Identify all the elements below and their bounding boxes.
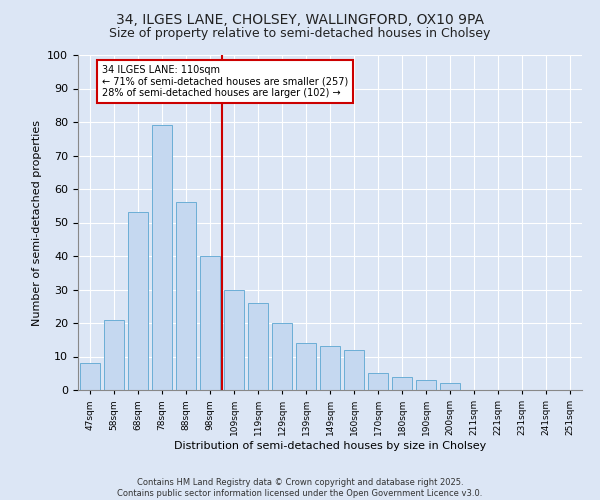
Bar bbox=[224, 290, 244, 390]
Bar bbox=[368, 373, 388, 390]
Text: Size of property relative to semi-detached houses in Cholsey: Size of property relative to semi-detach… bbox=[109, 28, 491, 40]
Bar bbox=[248, 303, 268, 390]
Y-axis label: Number of semi-detached properties: Number of semi-detached properties bbox=[32, 120, 42, 326]
Bar bbox=[200, 256, 220, 390]
Bar bbox=[392, 376, 412, 390]
Bar bbox=[320, 346, 340, 390]
Bar bbox=[176, 202, 196, 390]
Bar bbox=[416, 380, 436, 390]
Bar bbox=[344, 350, 364, 390]
Bar bbox=[104, 320, 124, 390]
Bar bbox=[272, 323, 292, 390]
Text: 34, ILGES LANE, CHOLSEY, WALLINGFORD, OX10 9PA: 34, ILGES LANE, CHOLSEY, WALLINGFORD, OX… bbox=[116, 12, 484, 26]
X-axis label: Distribution of semi-detached houses by size in Cholsey: Distribution of semi-detached houses by … bbox=[174, 441, 486, 451]
Bar bbox=[152, 126, 172, 390]
Text: Contains HM Land Registry data © Crown copyright and database right 2025.
Contai: Contains HM Land Registry data © Crown c… bbox=[118, 478, 482, 498]
Bar bbox=[440, 384, 460, 390]
Bar bbox=[296, 343, 316, 390]
Text: 34 ILGES LANE: 110sqm
← 71% of semi-detached houses are smaller (257)
28% of sem: 34 ILGES LANE: 110sqm ← 71% of semi-deta… bbox=[102, 65, 348, 98]
Bar bbox=[128, 212, 148, 390]
Bar bbox=[80, 363, 100, 390]
